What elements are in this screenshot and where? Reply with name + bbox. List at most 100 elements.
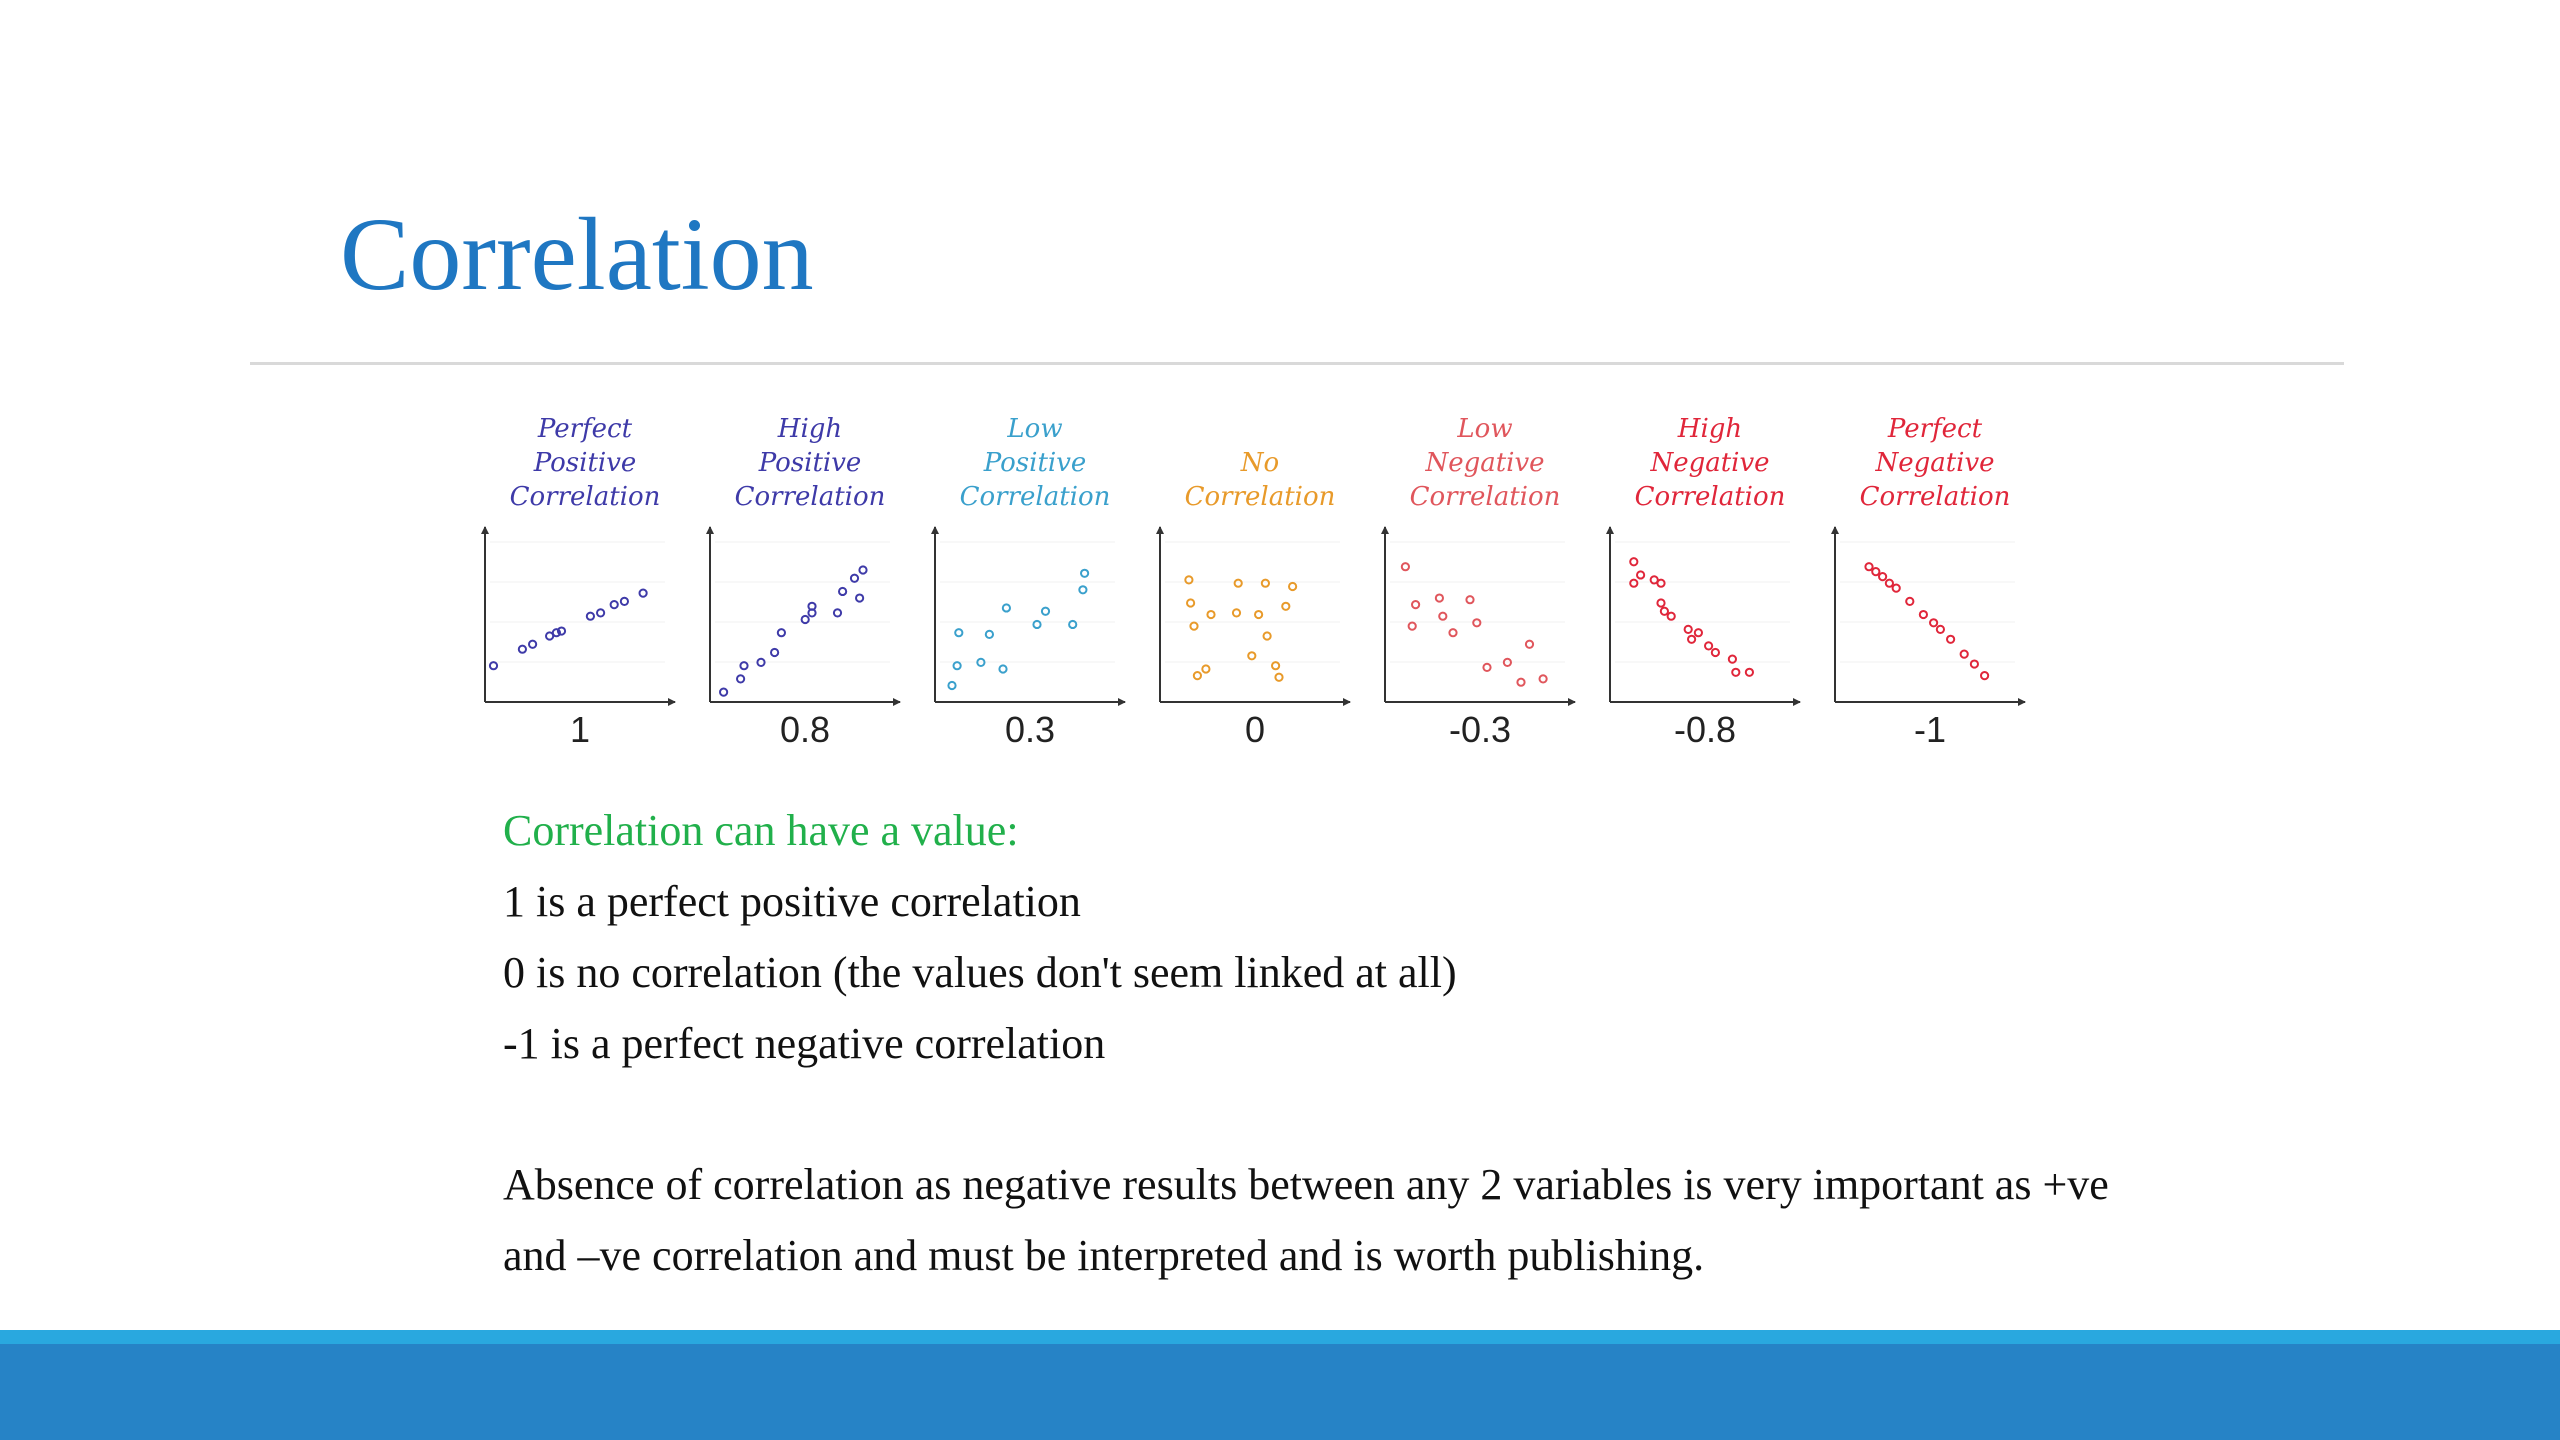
scatter-panel-6: High Negative Correlation -0.8 bbox=[1606, 414, 1801, 750]
correlation-note-line-2: and –ve correlation and must be interpre… bbox=[503, 1231, 1705, 1280]
scatter-point bbox=[1262, 631, 1272, 641]
scatter-point bbox=[1189, 621, 1199, 631]
scatter-point bbox=[1206, 609, 1216, 620]
scatter-point bbox=[619, 596, 629, 606]
scatter-point bbox=[1704, 641, 1714, 651]
scatter-point bbox=[1407, 621, 1417, 631]
scatter-point bbox=[719, 687, 729, 697]
footer-bar bbox=[0, 1344, 2560, 1440]
scatter-point bbox=[1192, 671, 1203, 681]
panel-caption-line: Correlation bbox=[510, 482, 661, 512]
correlation-charts-svg: Perfect Positive Correlation 1 High Positive C… bbox=[481, 414, 2026, 750]
footer-accent-bar bbox=[0, 1330, 2560, 1344]
scatter-point bbox=[1411, 600, 1421, 610]
panel-caption-line: Correlation bbox=[1860, 482, 2011, 512]
panel-caption-line: Correlation bbox=[1185, 482, 1336, 512]
correlation-line-positive: 1 is a perfect positive correlation bbox=[503, 877, 1081, 926]
scatter-point bbox=[1727, 654, 1738, 664]
scatter-panel-7: Perfect Negative Correlation -1 bbox=[1831, 414, 2026, 750]
panel-caption-line: Negative bbox=[1649, 448, 1769, 478]
scatter-point bbox=[556, 626, 567, 636]
scatter-point bbox=[1969, 659, 1980, 669]
scatter-point bbox=[770, 647, 780, 658]
correlation-lead: Correlation can have a value: bbox=[503, 806, 1019, 855]
scatter-point bbox=[1636, 570, 1646, 580]
scatter-point bbox=[1929, 618, 1939, 628]
panel-caption-line: Correlation bbox=[1635, 482, 1786, 512]
scatter-point bbox=[585, 611, 596, 621]
scatter-point bbox=[998, 664, 1008, 674]
scatter-point bbox=[1184, 575, 1194, 585]
panel-r-value: 0 bbox=[1245, 709, 1265, 750]
correlation-charts: Perfect Positive Correlation 1 High Positive C… bbox=[470, 405, 2060, 765]
scatter-point bbox=[1482, 662, 1492, 672]
scatter-point bbox=[1878, 572, 1888, 582]
slide-title: Correlation bbox=[340, 197, 814, 312]
panel-r-value: -0.3 bbox=[1449, 709, 1511, 750]
panel-caption-line: Perfect bbox=[537, 414, 633, 444]
panel-r-value: -1 bbox=[1914, 709, 1946, 750]
scatter-point bbox=[1666, 611, 1676, 621]
scatter-point bbox=[947, 680, 957, 691]
scatter-point bbox=[1001, 603, 1012, 613]
scatter-point bbox=[1274, 672, 1284, 682]
scatter-point bbox=[776, 628, 786, 638]
scatter-point bbox=[638, 588, 648, 598]
scatter-point bbox=[1905, 596, 1915, 606]
paragraph-gap bbox=[503, 1079, 2323, 1149]
panel-caption-line: Positive bbox=[533, 448, 637, 478]
scatter-point bbox=[1201, 664, 1211, 674]
scatter-point bbox=[1710, 647, 1721, 658]
scatter-point bbox=[1884, 578, 1895, 588]
scatter-point bbox=[1078, 585, 1088, 595]
scatter-point bbox=[832, 608, 843, 618]
scatter-point bbox=[1080, 568, 1090, 578]
panel-caption-line: High bbox=[1677, 414, 1742, 444]
scatter-point bbox=[1032, 619, 1042, 630]
scatter-point bbox=[1502, 657, 1513, 667]
scatter-point bbox=[551, 628, 562, 638]
scatter-point bbox=[609, 600, 619, 610]
panel-caption-line: High bbox=[777, 414, 842, 444]
scatter-point bbox=[1472, 618, 1482, 628]
panel-caption-line: Negative bbox=[1874, 448, 1994, 478]
scatter-point bbox=[1864, 562, 1874, 572]
scatter-point bbox=[838, 586, 848, 597]
scatter-point bbox=[1281, 601, 1291, 611]
scatter-panel-4: No Correlation 0 bbox=[1156, 448, 1351, 750]
scatter-point bbox=[1247, 651, 1257, 661]
scatter-panel-1: Perfect Positive Correlation 1 bbox=[481, 414, 676, 750]
scatter-point bbox=[1659, 606, 1670, 616]
scatter-panel-5: Low Negative Correlation -0.3 bbox=[1381, 414, 1576, 750]
scatter-point bbox=[1434, 593, 1445, 603]
scatter-point bbox=[1891, 583, 1901, 593]
scatter-point bbox=[1946, 634, 1956, 644]
scatter-point bbox=[756, 657, 766, 667]
panel-caption-line: Low bbox=[1456, 414, 1512, 444]
scatter-point bbox=[1629, 578, 1639, 588]
title-divider bbox=[250, 362, 2344, 365]
scatter-point bbox=[1693, 628, 1704, 638]
scatter-point bbox=[1465, 595, 1475, 605]
panel-r-value: 0.8 bbox=[780, 709, 830, 750]
scatter-point bbox=[952, 661, 962, 671]
scatter-point bbox=[1683, 624, 1693, 634]
correlation-line-none: 0 is no correlation (the values don't se… bbox=[503, 948, 1457, 997]
panel-caption-line: Correlation bbox=[960, 482, 1111, 512]
scatter-point bbox=[984, 629, 995, 639]
scatter-point bbox=[1538, 674, 1548, 684]
scatter-point bbox=[807, 601, 817, 611]
panel-caption-line: Positive bbox=[758, 448, 862, 478]
scatter-point bbox=[1731, 667, 1741, 677]
scatter-point bbox=[1068, 619, 1078, 630]
scatter-point bbox=[488, 661, 499, 671]
scatter-point bbox=[1288, 581, 1298, 592]
scatter-point bbox=[596, 608, 606, 618]
correlation-text: Correlation can have a value: 1 is a per… bbox=[503, 795, 2323, 1291]
scatter-point bbox=[1254, 609, 1264, 620]
panel-caption-line: No bbox=[1240, 448, 1279, 478]
scatter-point bbox=[1516, 677, 1526, 687]
scatter-point bbox=[1935, 624, 1946, 634]
scatter-point bbox=[1871, 567, 1881, 577]
scatter-point bbox=[1656, 578, 1666, 588]
